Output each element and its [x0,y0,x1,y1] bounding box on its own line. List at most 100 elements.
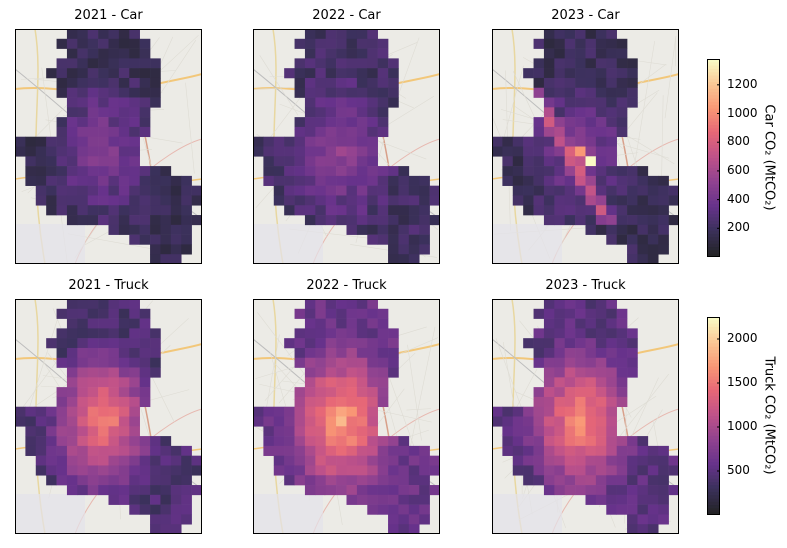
heatmap-cell [595,367,607,378]
colorbar-car [707,59,720,258]
heatmap-cell [118,377,130,388]
heatmap-cell [585,87,597,98]
heatmap-cell [294,465,306,476]
colorbar-tick-label: 200 [727,220,750,235]
heatmap-cell [543,426,555,437]
heatmap-cell [118,156,130,167]
heatmap-cell [575,455,586,466]
heatmap-cell [56,185,68,196]
heatmap-cell [627,166,638,177]
heatmap-cell [408,234,420,245]
heatmap-cell [66,396,78,408]
heatmap-cell [108,136,120,147]
heatmap-cell [139,367,151,378]
heatmap-cell [533,146,545,157]
heatmap-cell [595,156,607,167]
heatmap-cell [388,485,399,496]
heatmap-cell [408,254,420,264]
heatmap-cell [377,328,389,339]
heatmap-cell [98,185,109,196]
heatmap-cell [575,107,586,118]
heatmap-cell [543,396,555,408]
heatmap-cell [325,436,337,447]
heatmap-cell [66,205,78,216]
heatmap-cell [585,146,597,157]
heatmap-cell [616,77,628,89]
heatmap-cell [419,475,430,486]
heatmap-cell [429,195,440,206]
heatmap-cell [336,299,347,310]
heatmap-cell [129,455,140,466]
heatmap-cell [191,465,202,476]
heatmap-cell [637,514,649,525]
heatmap-cell [181,205,192,216]
heatmap-cell [616,215,628,226]
heatmap-cell [160,455,172,466]
heatmap-cell [304,97,316,108]
heatmap-cell [595,465,607,476]
heatmap-cell [98,126,109,138]
heatmap-cell [543,215,555,226]
heatmap-cell [595,426,607,437]
heatmap-cell [606,347,617,359]
heatmap-cell [77,38,89,49]
heatmap-cell [56,175,68,186]
heatmap-cell [356,367,368,378]
heatmap-cell [595,175,607,186]
heatmap-cell [98,117,109,128]
heatmap-cell [46,166,57,177]
heatmap-cell [139,205,151,216]
heatmap-cell [294,387,306,398]
heatmap-cell [356,58,368,69]
heatmap-cell [139,58,151,69]
heatmap-cell [575,166,586,177]
heatmap-cell [118,406,130,417]
heatmap-cell [658,494,669,505]
heatmap-cell [160,224,172,235]
heatmap-cell [377,117,389,128]
heatmap-cell [150,97,161,108]
heatmap-cell [108,338,120,349]
heatmap-cell [388,215,399,226]
heatmap-cell [77,485,89,496]
heatmap-cell [87,406,99,417]
heatmap-cell [77,29,89,40]
heatmap-cell [585,445,597,456]
heatmap-cell [377,205,389,216]
heatmap-cell [150,445,161,456]
heatmap-cell [325,185,337,196]
heatmap-cell [502,426,514,437]
heatmap-cell [98,77,109,89]
heatmap-cell [408,195,420,206]
heatmap-cell [139,166,151,177]
heatmap-cell [77,97,89,108]
heatmap-cell [336,68,347,79]
heatmap-cell [336,126,347,138]
heatmap-cell [139,338,151,349]
heatmap-cell [325,367,337,378]
heatmap-cell [66,126,78,138]
heatmap-cell [56,436,68,447]
heatmap-cell [346,58,358,69]
heatmap-cell [575,308,586,319]
heatmap-cell [377,485,389,496]
heatmap-cell [367,494,378,505]
heatmap-cell [595,126,607,138]
heatmap-cell [419,455,430,466]
heatmap-cell [150,494,161,505]
heatmap-cell [575,387,586,398]
heatmap-cell [606,77,617,89]
heatmap-cell [367,146,378,157]
heatmap-cell [139,185,151,196]
heatmap-cell [108,146,120,157]
heatmap-cell [325,318,337,329]
heatmap-cell [543,465,555,476]
heatmap-cell [585,156,597,167]
heatmap-cell [367,215,378,226]
heatmap-cell [150,514,161,525]
heatmap-cell [77,117,89,128]
heatmap-cell [284,455,295,466]
heatmap-cell [356,387,368,398]
heatmap-cell [77,205,89,216]
heatmap-cell [502,436,514,447]
